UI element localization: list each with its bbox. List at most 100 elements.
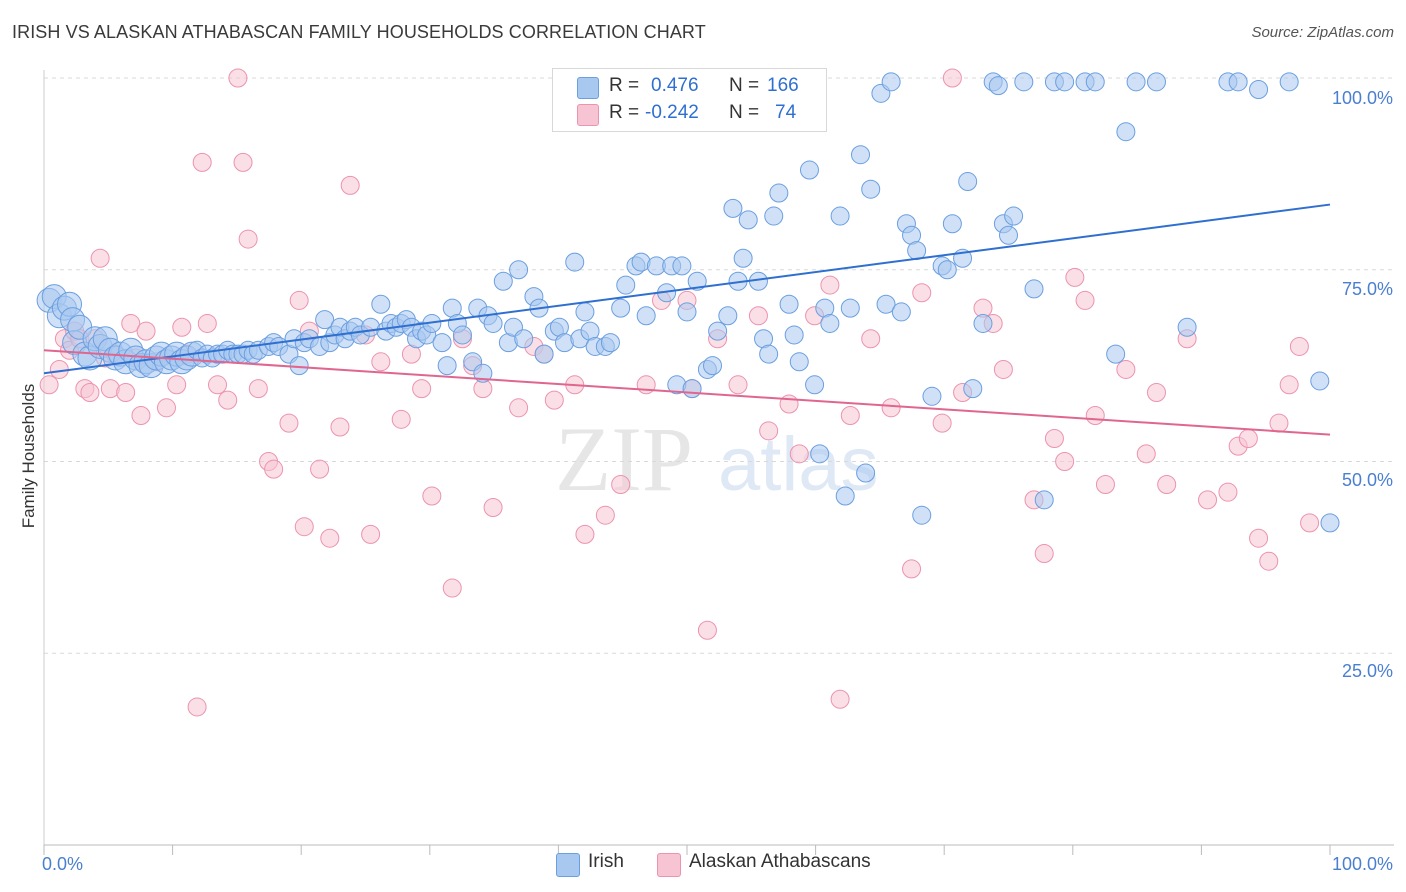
irish-point-99	[600, 333, 620, 353]
alaskan-point-98	[1157, 475, 1177, 495]
irish-point-157	[988, 76, 1008, 96]
alaskan-point-26	[208, 375, 228, 395]
alaskan-point-60	[595, 505, 615, 525]
alaskan-point-34	[279, 413, 299, 433]
alaskan-point-0	[39, 375, 59, 395]
watermark-zip: ZIP	[555, 408, 693, 510]
alaskan-point-94	[1095, 475, 1115, 495]
alaskan-point-91	[1065, 267, 1085, 287]
irish-point-120	[738, 210, 758, 230]
alaskan-point-81	[932, 413, 952, 433]
irish-point-153	[958, 172, 978, 192]
alaskan-point-36	[294, 517, 314, 537]
alaskan-point-66	[697, 620, 717, 640]
alaskan-point-82	[942, 68, 962, 88]
irish-point-151	[942, 214, 962, 234]
irish-point-160	[1004, 206, 1024, 226]
alaskan-point-54	[509, 398, 529, 418]
alaskan-point-69	[748, 306, 768, 326]
alaskan-point-40	[330, 417, 350, 437]
irish-point-111	[682, 379, 702, 399]
irish-point-61	[371, 294, 391, 314]
alaskan-point-89	[1044, 428, 1064, 448]
irish-point-143	[891, 302, 911, 322]
alaskan-point-25	[197, 313, 217, 333]
irish-point-52	[315, 310, 335, 330]
alaskan-r-value: -0.242	[645, 102, 699, 123]
alaskan-point-16	[131, 405, 151, 425]
irish-point-147	[912, 505, 932, 525]
alaskan-point-101	[1218, 482, 1238, 502]
trend-lines	[43, 203, 1331, 436]
y-tick-label-2: 75.0%	[1342, 279, 1393, 299]
irish-point-131	[810, 444, 830, 464]
irish-point-175	[1249, 80, 1269, 100]
alaskan-point-43	[361, 524, 381, 544]
irish-legend-swatch	[556, 853, 580, 877]
alaskan-point-77	[861, 329, 881, 349]
irish-point-109	[672, 256, 692, 276]
irish-point-93	[565, 252, 585, 272]
irish-point-128	[789, 352, 809, 372]
alaskan-point-108	[1289, 336, 1309, 356]
irish-trend-line	[43, 203, 1331, 375]
alaskan-point-53	[483, 498, 503, 518]
y-axis-label: Family Households	[19, 384, 38, 529]
irish-point-89	[534, 344, 554, 364]
alaskan-point-86	[993, 359, 1013, 379]
source-label: Source: ZipAtlas.com	[1251, 24, 1394, 41]
y-tick-label-0: 25.0%	[1342, 661, 1393, 681]
alaskan-point-76	[840, 405, 860, 425]
alaskan-point-92	[1075, 290, 1095, 310]
correlation-legend: R = 0.476 N = 166 R = -0.242 N = 74	[552, 68, 827, 132]
irish-point-148	[922, 386, 942, 406]
alaskan-point-103	[1238, 428, 1258, 448]
alaskan-legend-swatch	[657, 853, 681, 877]
alaskan-point-31	[248, 379, 268, 399]
alaskan-point-47	[412, 379, 432, 399]
irish-n-value: 166	[767, 75, 799, 96]
alaskan-point-72	[789, 444, 809, 464]
alaskan-point-74	[820, 275, 840, 295]
irish-point-124	[764, 206, 784, 226]
irish-point-126	[779, 294, 799, 314]
alaskan-point-20	[167, 375, 187, 395]
axes	[43, 70, 1394, 855]
irish-point-114	[703, 356, 723, 376]
alaskan-point-27	[218, 390, 238, 410]
alaskan-point-105	[1259, 551, 1279, 571]
alaskan-point-44	[371, 352, 391, 372]
alaskan-point-14	[121, 313, 141, 333]
irish-r-label: R =	[609, 75, 640, 96]
alaskan-point-24	[192, 152, 212, 172]
irish-point-86	[514, 329, 534, 349]
alaskan-point-95	[1116, 359, 1136, 379]
alaskan-point-45	[391, 409, 411, 429]
alaskan-trend-line	[43, 349, 1331, 436]
irish-swatch	[577, 77, 599, 99]
irish-point-104	[636, 306, 656, 326]
alaskan-point-106	[1269, 413, 1289, 433]
irish-point-134	[830, 206, 850, 226]
alaskan-point-75	[830, 689, 850, 709]
alaskan-point-68	[728, 375, 748, 395]
alaskan-point-109	[1300, 513, 1320, 533]
alaskan-point-90	[1055, 452, 1075, 471]
alaskan-n-value: 74	[775, 102, 797, 123]
irish-point-154	[963, 379, 983, 399]
irish-point-72	[432, 333, 452, 353]
alaskan-n-label: N =	[729, 102, 760, 123]
alaskan-point-7	[80, 382, 100, 402]
alaskan-point-21	[172, 317, 192, 337]
alaskan-point-78	[881, 398, 901, 418]
irish-point-137	[851, 145, 871, 165]
irish-point-142	[881, 72, 901, 92]
alaskan-point-71	[779, 394, 799, 414]
alaskan-point-97	[1146, 382, 1166, 402]
irish-point-85	[509, 260, 529, 280]
irish-point-130	[805, 375, 825, 395]
irish-point-127	[784, 325, 804, 345]
irish-point-169	[1116, 122, 1136, 142]
alaskan-point-39	[320, 528, 340, 548]
